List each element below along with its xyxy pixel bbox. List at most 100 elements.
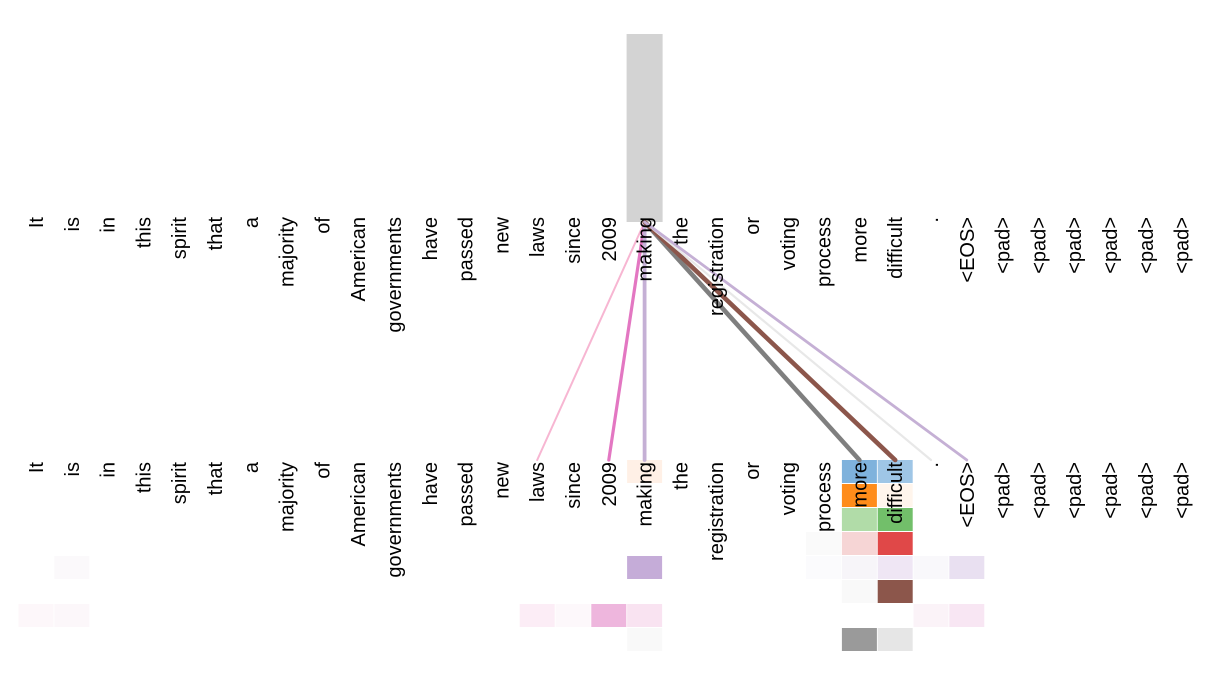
attention-cell <box>18 604 54 627</box>
attention-cell <box>841 580 877 603</box>
top-token-label[interactable]: a <box>241 216 263 228</box>
top-token-label[interactable]: that <box>205 217 227 251</box>
top-token-label[interactable]: <pad> <box>993 217 1015 274</box>
attention-cell <box>627 556 663 579</box>
bottom-token-label[interactable]: a <box>241 461 263 473</box>
bottom-token-label[interactable]: since <box>563 462 585 509</box>
bottom-token-label[interactable]: that <box>205 462 227 496</box>
top-token-label[interactable]: <pad> <box>1100 217 1122 274</box>
bottom-token-label[interactable]: <pad> <box>1136 462 1158 519</box>
attention-cell <box>877 628 913 651</box>
selected-token-highlight-rect <box>626 34 663 222</box>
attention-cell <box>913 604 949 627</box>
bottom-token-label[interactable]: difficult <box>885 462 907 524</box>
attention-cell <box>627 460 663 483</box>
attention-head-cells <box>18 460 985 651</box>
top-token-label[interactable]: more <box>849 217 871 263</box>
top-token-label[interactable]: 2009 <box>599 217 621 262</box>
top-token-label[interactable]: majority <box>277 217 299 287</box>
top-token-column: It is in this spirit that a majority of American g… <box>26 216 1194 333</box>
attention-link <box>643 220 969 462</box>
top-token-label[interactable]: <pad> <box>1172 217 1194 274</box>
attention-cell <box>949 556 985 579</box>
top-token-label[interactable]: It <box>26 217 48 229</box>
top-token-label[interactable]: this <box>133 217 155 248</box>
bottom-token-label[interactable]: laws <box>527 462 549 502</box>
top-token-label[interactable]: <pad> <box>1136 217 1158 274</box>
top-token-label[interactable]: process <box>814 217 836 287</box>
bottom-token-label[interactable]: of <box>312 462 334 479</box>
top-token-label[interactable]: registration <box>706 217 728 316</box>
bottom-token-label[interactable]: voting <box>778 462 800 515</box>
bottom-token-label[interactable]: majority <box>277 462 299 532</box>
selected-token-highlight <box>626 34 663 222</box>
bottom-token-label[interactable]: <pad> <box>1064 462 1086 519</box>
bottom-token-label[interactable]: or <box>742 462 764 480</box>
top-token-label[interactable]: is <box>62 217 84 231</box>
top-token-label[interactable]: . <box>921 217 943 223</box>
top-token-label[interactable]: of <box>312 217 334 234</box>
bottom-token-label[interactable]: the <box>670 462 692 490</box>
bottom-token-label[interactable]: <pad> <box>1100 462 1122 519</box>
top-token-label[interactable]: making <box>635 217 657 281</box>
top-token-label[interactable]: voting <box>778 217 800 270</box>
bottom-token-label[interactable]: in <box>98 462 120 478</box>
top-token-label[interactable]: American <box>348 217 370 301</box>
top-token-label[interactable]: spirit <box>169 217 191 260</box>
attention-cell <box>591 604 627 627</box>
top-token-label[interactable]: <EOS> <box>957 217 979 283</box>
bottom-token-label[interactable]: It <box>26 462 48 474</box>
attention-link <box>642 219 898 463</box>
bottom-token-label[interactable]: <pad> <box>1028 462 1050 519</box>
attention-cell <box>877 532 913 555</box>
top-token-label[interactable]: laws <box>527 217 549 257</box>
attention-cell <box>877 460 913 483</box>
bottom-token-label[interactable]: process <box>814 462 836 532</box>
attention-cell <box>949 604 985 627</box>
bottom-token-label[interactable]: this <box>133 462 155 493</box>
top-token-label[interactable]: governments <box>384 217 406 333</box>
attention-cell <box>627 604 663 627</box>
bottom-token-label[interactable]: . <box>921 462 943 468</box>
bottom-token-label[interactable]: <EOS> <box>957 462 979 528</box>
top-token-label[interactable]: new <box>491 216 513 253</box>
bottom-token-label[interactable]: <pad> <box>1172 462 1194 519</box>
attention-cell <box>913 556 949 579</box>
bottom-token-label[interactable]: making <box>635 462 657 526</box>
attention-cell <box>555 604 591 627</box>
bottom-token-label[interactable]: American <box>348 462 370 546</box>
attention-cell <box>519 604 555 627</box>
attention-cell <box>841 556 877 579</box>
attention-cell <box>877 580 913 603</box>
bottom-token-label[interactable]: new <box>491 461 513 498</box>
top-token-label[interactable]: in <box>98 217 120 233</box>
top-token-label[interactable]: the <box>670 217 692 245</box>
top-token-label[interactable]: difficult <box>885 217 907 279</box>
attention-cell <box>841 532 877 555</box>
top-token-label[interactable]: passed <box>456 217 478 282</box>
bottom-token-label[interactable]: more <box>849 462 871 508</box>
attention-link <box>536 221 646 461</box>
bottom-token-label[interactable]: 2009 <box>599 462 621 507</box>
top-token-label[interactable]: <pad> <box>1064 217 1086 274</box>
attention-cell <box>877 556 913 579</box>
top-token-label[interactable]: <pad> <box>1028 217 1050 274</box>
attention-cell <box>54 604 90 627</box>
attention-cell <box>841 628 877 651</box>
bottom-token-label[interactable]: governments <box>384 462 406 578</box>
attention-link <box>607 220 647 462</box>
bottom-token-label[interactable]: is <box>62 462 84 476</box>
bottom-token-label[interactable]: spirit <box>169 462 191 505</box>
bottom-token-label[interactable]: have <box>420 462 442 505</box>
attention-link <box>642 219 862 463</box>
attention-cell <box>841 484 877 507</box>
top-token-label[interactable]: have <box>420 217 442 260</box>
attention-cell <box>806 532 842 555</box>
top-token-label[interactable]: since <box>563 217 585 264</box>
bottom-token-label[interactable]: passed <box>456 462 478 527</box>
attention-cell <box>877 508 913 531</box>
bottom-token-label[interactable]: registration <box>706 462 728 561</box>
top-token-label[interactable]: or <box>742 217 764 235</box>
bottom-token-label[interactable]: <pad> <box>993 462 1015 519</box>
